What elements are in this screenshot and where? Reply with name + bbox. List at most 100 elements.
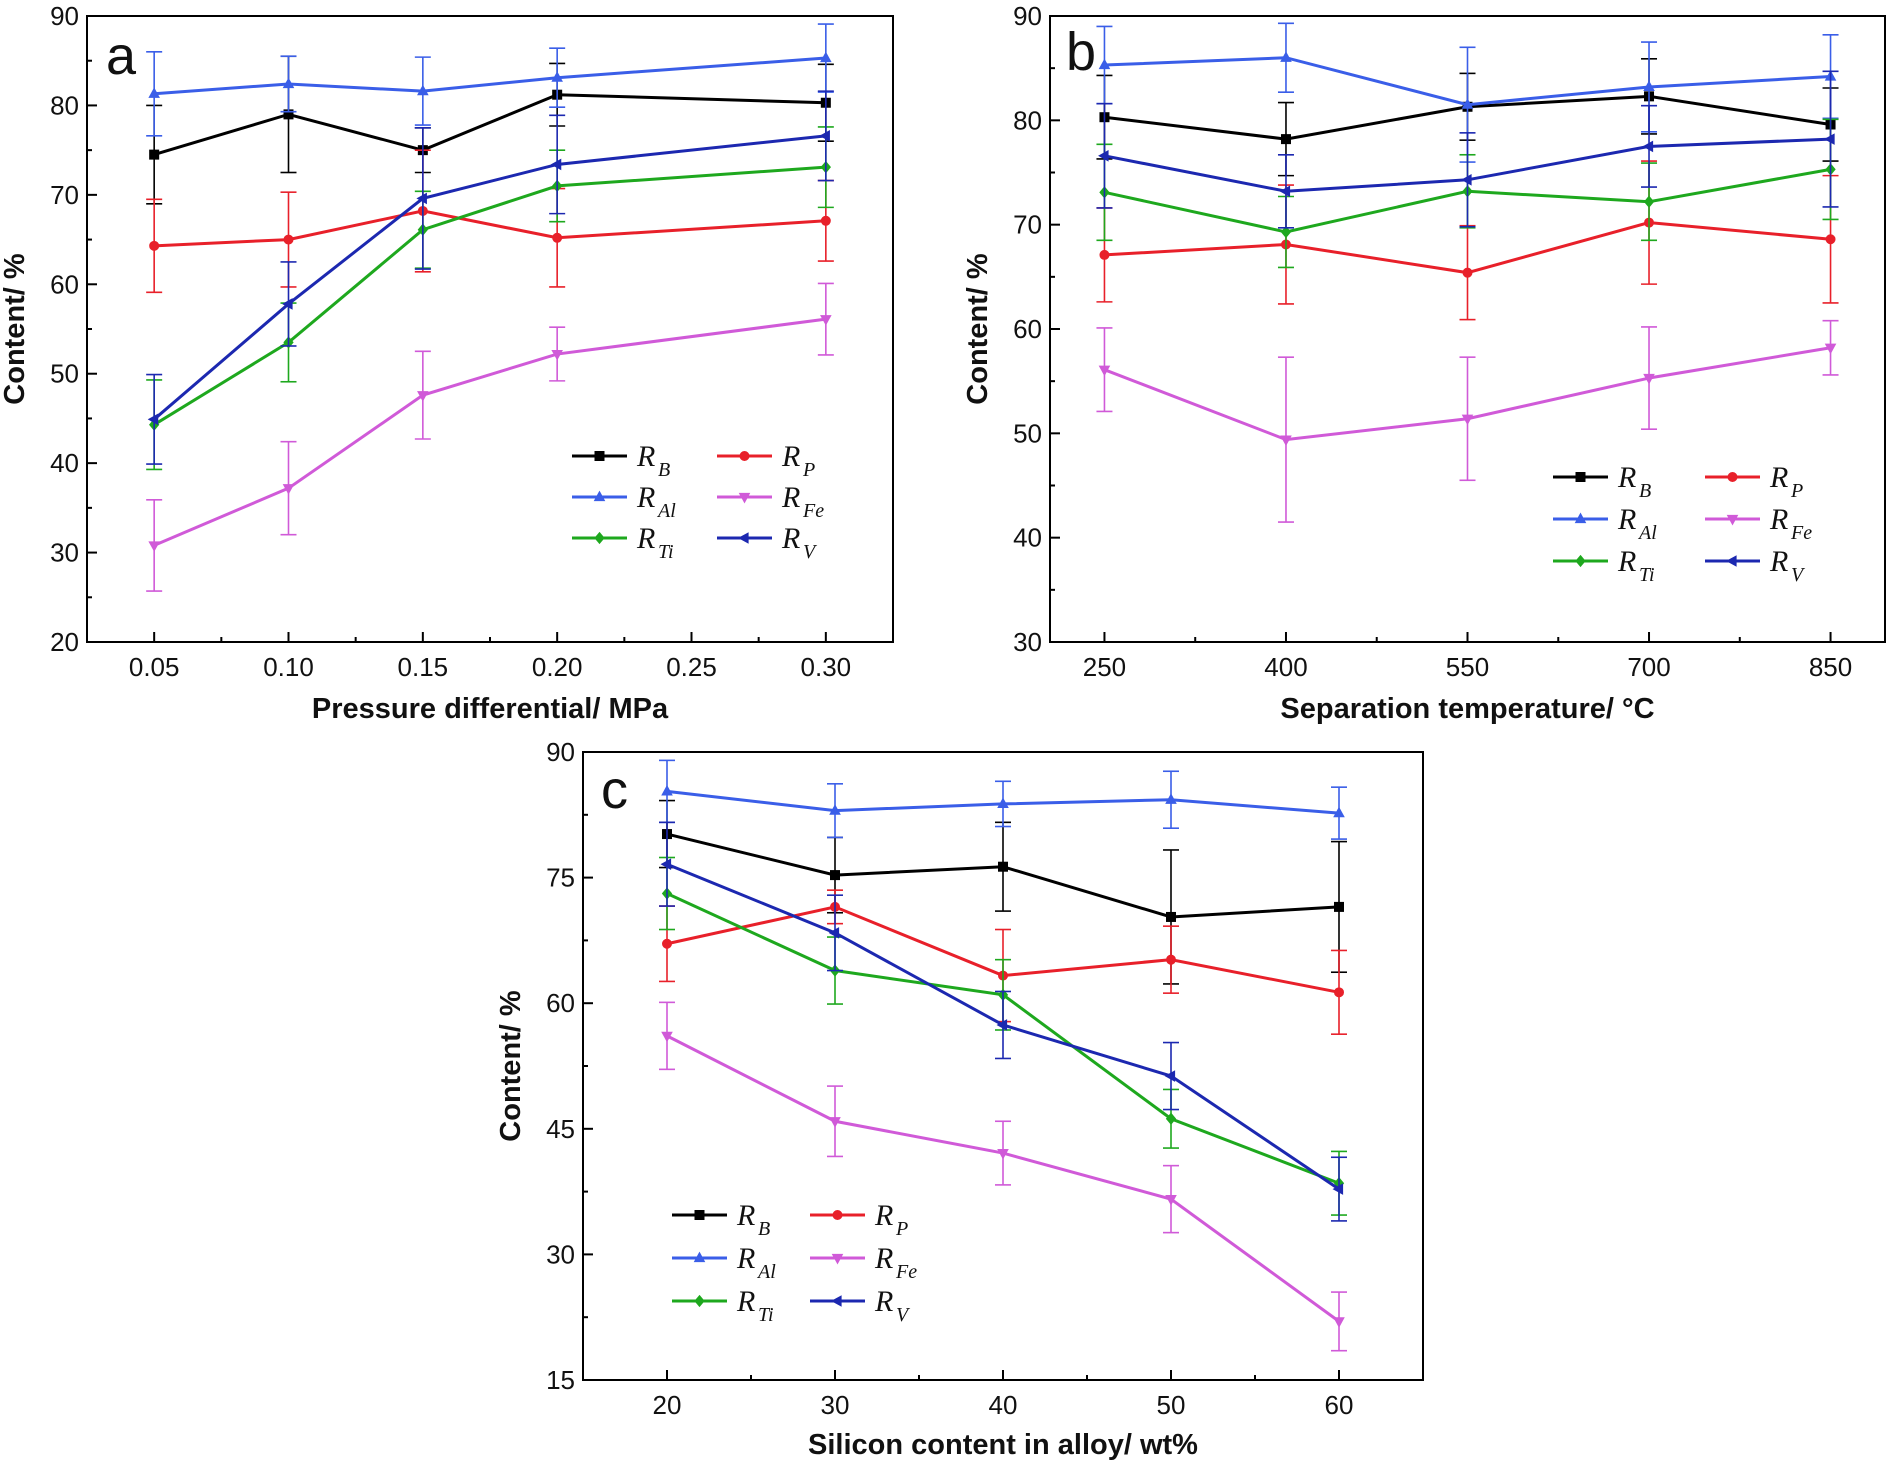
data-point	[1280, 225, 1292, 239]
y-tick-label: 70	[1013, 210, 1042, 240]
y-tick-label: 45	[546, 1114, 575, 1144]
data-point	[661, 1031, 673, 1043]
legend-marker	[1574, 512, 1587, 524]
legend-label: R	[874, 1242, 893, 1275]
legend-label: R	[874, 1285, 893, 1318]
y-tick-label: 15	[546, 1365, 575, 1395]
data-point	[1334, 987, 1344, 998]
legend-label-subscript: V	[896, 1304, 911, 1326]
y-tick-label: 50	[50, 359, 79, 389]
x-tick-label: 0.05	[129, 652, 180, 682]
series-V	[1096, 70, 1839, 229]
x-axis-title: Separation temperature/ °C	[1280, 693, 1654, 725]
x-tick-label: 0.15	[398, 652, 449, 682]
x-tick-label: 700	[1627, 652, 1670, 682]
legend-item-Ti: R Ti	[672, 1285, 774, 1326]
data-point	[1824, 343, 1837, 355]
data-point	[417, 84, 429, 96]
legend-marker	[594, 451, 605, 461]
legend-marker	[1575, 554, 1586, 568]
data-point	[998, 861, 1008, 872]
legend-marker	[694, 1294, 705, 1308]
legend-item-Fe: R Fe	[810, 1242, 917, 1283]
y-tick-label: 60	[1013, 314, 1042, 344]
legend-label: R	[781, 481, 800, 514]
y-axis-title: Content/ %	[495, 990, 527, 1142]
x-tick-label: 250	[1083, 652, 1126, 682]
data-point	[1333, 1317, 1345, 1328]
chart-panel-a: 20 30 40 50 60 70 80 90 0.05 0.10 0.15 0.20 0.25 0.30…	[0, 1, 894, 725]
legend-label: R	[736, 1242, 755, 1275]
legend-label: R	[1617, 503, 1636, 536]
data-point	[997, 797, 1009, 809]
data-point	[1461, 174, 1472, 186]
data-point	[1164, 1070, 1176, 1082]
legend-item-Ti: R Ti	[572, 522, 674, 563]
data-point	[551, 349, 563, 361]
series-V	[659, 821, 1347, 1222]
legend-marker	[738, 492, 751, 504]
legend-label-subscript: B	[1639, 480, 1651, 502]
y-tick-label: 30	[50, 538, 79, 568]
series-Al	[659, 759, 1347, 840]
y-tick-label: 30	[546, 1239, 575, 1269]
data-point	[660, 858, 672, 870]
x-tick-label: 400	[1264, 652, 1307, 682]
data-point	[1099, 249, 1110, 260]
data-point	[829, 1117, 841, 1128]
data-point	[1825, 234, 1836, 245]
legend-label-subscript: Al	[656, 500, 676, 522]
data-point	[282, 484, 295, 495]
x-axis-title: Pressure differential/ MPa	[312, 693, 669, 725]
data-point	[1642, 140, 1654, 153]
y-tick-label: 50	[1013, 418, 1042, 448]
legend-marker	[593, 490, 606, 502]
series-V	[146, 90, 834, 465]
data-point	[1098, 58, 1111, 70]
data-point	[1098, 150, 1109, 162]
data-point	[282, 298, 293, 310]
series-line	[154, 56, 826, 96]
data-point	[417, 391, 429, 402]
legend-label: R	[636, 440, 655, 473]
legend-marker	[738, 532, 749, 544]
legend-marker	[1727, 472, 1738, 482]
x-tick-label: 50	[1157, 1390, 1186, 1420]
legend-label: R	[781, 522, 800, 555]
series-Al	[146, 23, 834, 137]
panel-letter: a	[106, 26, 137, 86]
data-point	[1643, 373, 1655, 385]
legend-label-subscript: B	[658, 459, 670, 481]
data-point	[829, 804, 841, 815]
legend-label-subscript: P	[802, 459, 815, 481]
legend-label: R	[736, 1285, 755, 1318]
y-tick-label: 20	[50, 627, 79, 657]
x-tick-label: 850	[1809, 652, 1852, 682]
legend-marker	[693, 1251, 706, 1263]
data-point	[149, 149, 160, 160]
series-Fe	[1096, 319, 1839, 523]
data-point	[283, 234, 294, 245]
data-point	[147, 413, 159, 426]
legend-label: R	[1617, 461, 1636, 494]
x-tick-label: 30	[821, 1390, 850, 1420]
legend-label: R	[1617, 545, 1636, 578]
data-point	[1461, 98, 1474, 109]
legend-label-subscript: P	[895, 1218, 908, 1240]
data-point	[1333, 806, 1345, 818]
series-line	[153, 317, 827, 547]
y-tick-label: 40	[50, 448, 79, 478]
data-point	[1165, 1195, 1177, 1206]
legend-marker	[594, 531, 605, 545]
data-point	[1166, 911, 1176, 922]
series-line	[154, 209, 826, 248]
legend-label-subscript: Fe	[802, 500, 824, 522]
legend-label: R	[636, 522, 655, 555]
series-Fe	[659, 1001, 1347, 1352]
y-tick-label: 80	[1013, 105, 1042, 135]
